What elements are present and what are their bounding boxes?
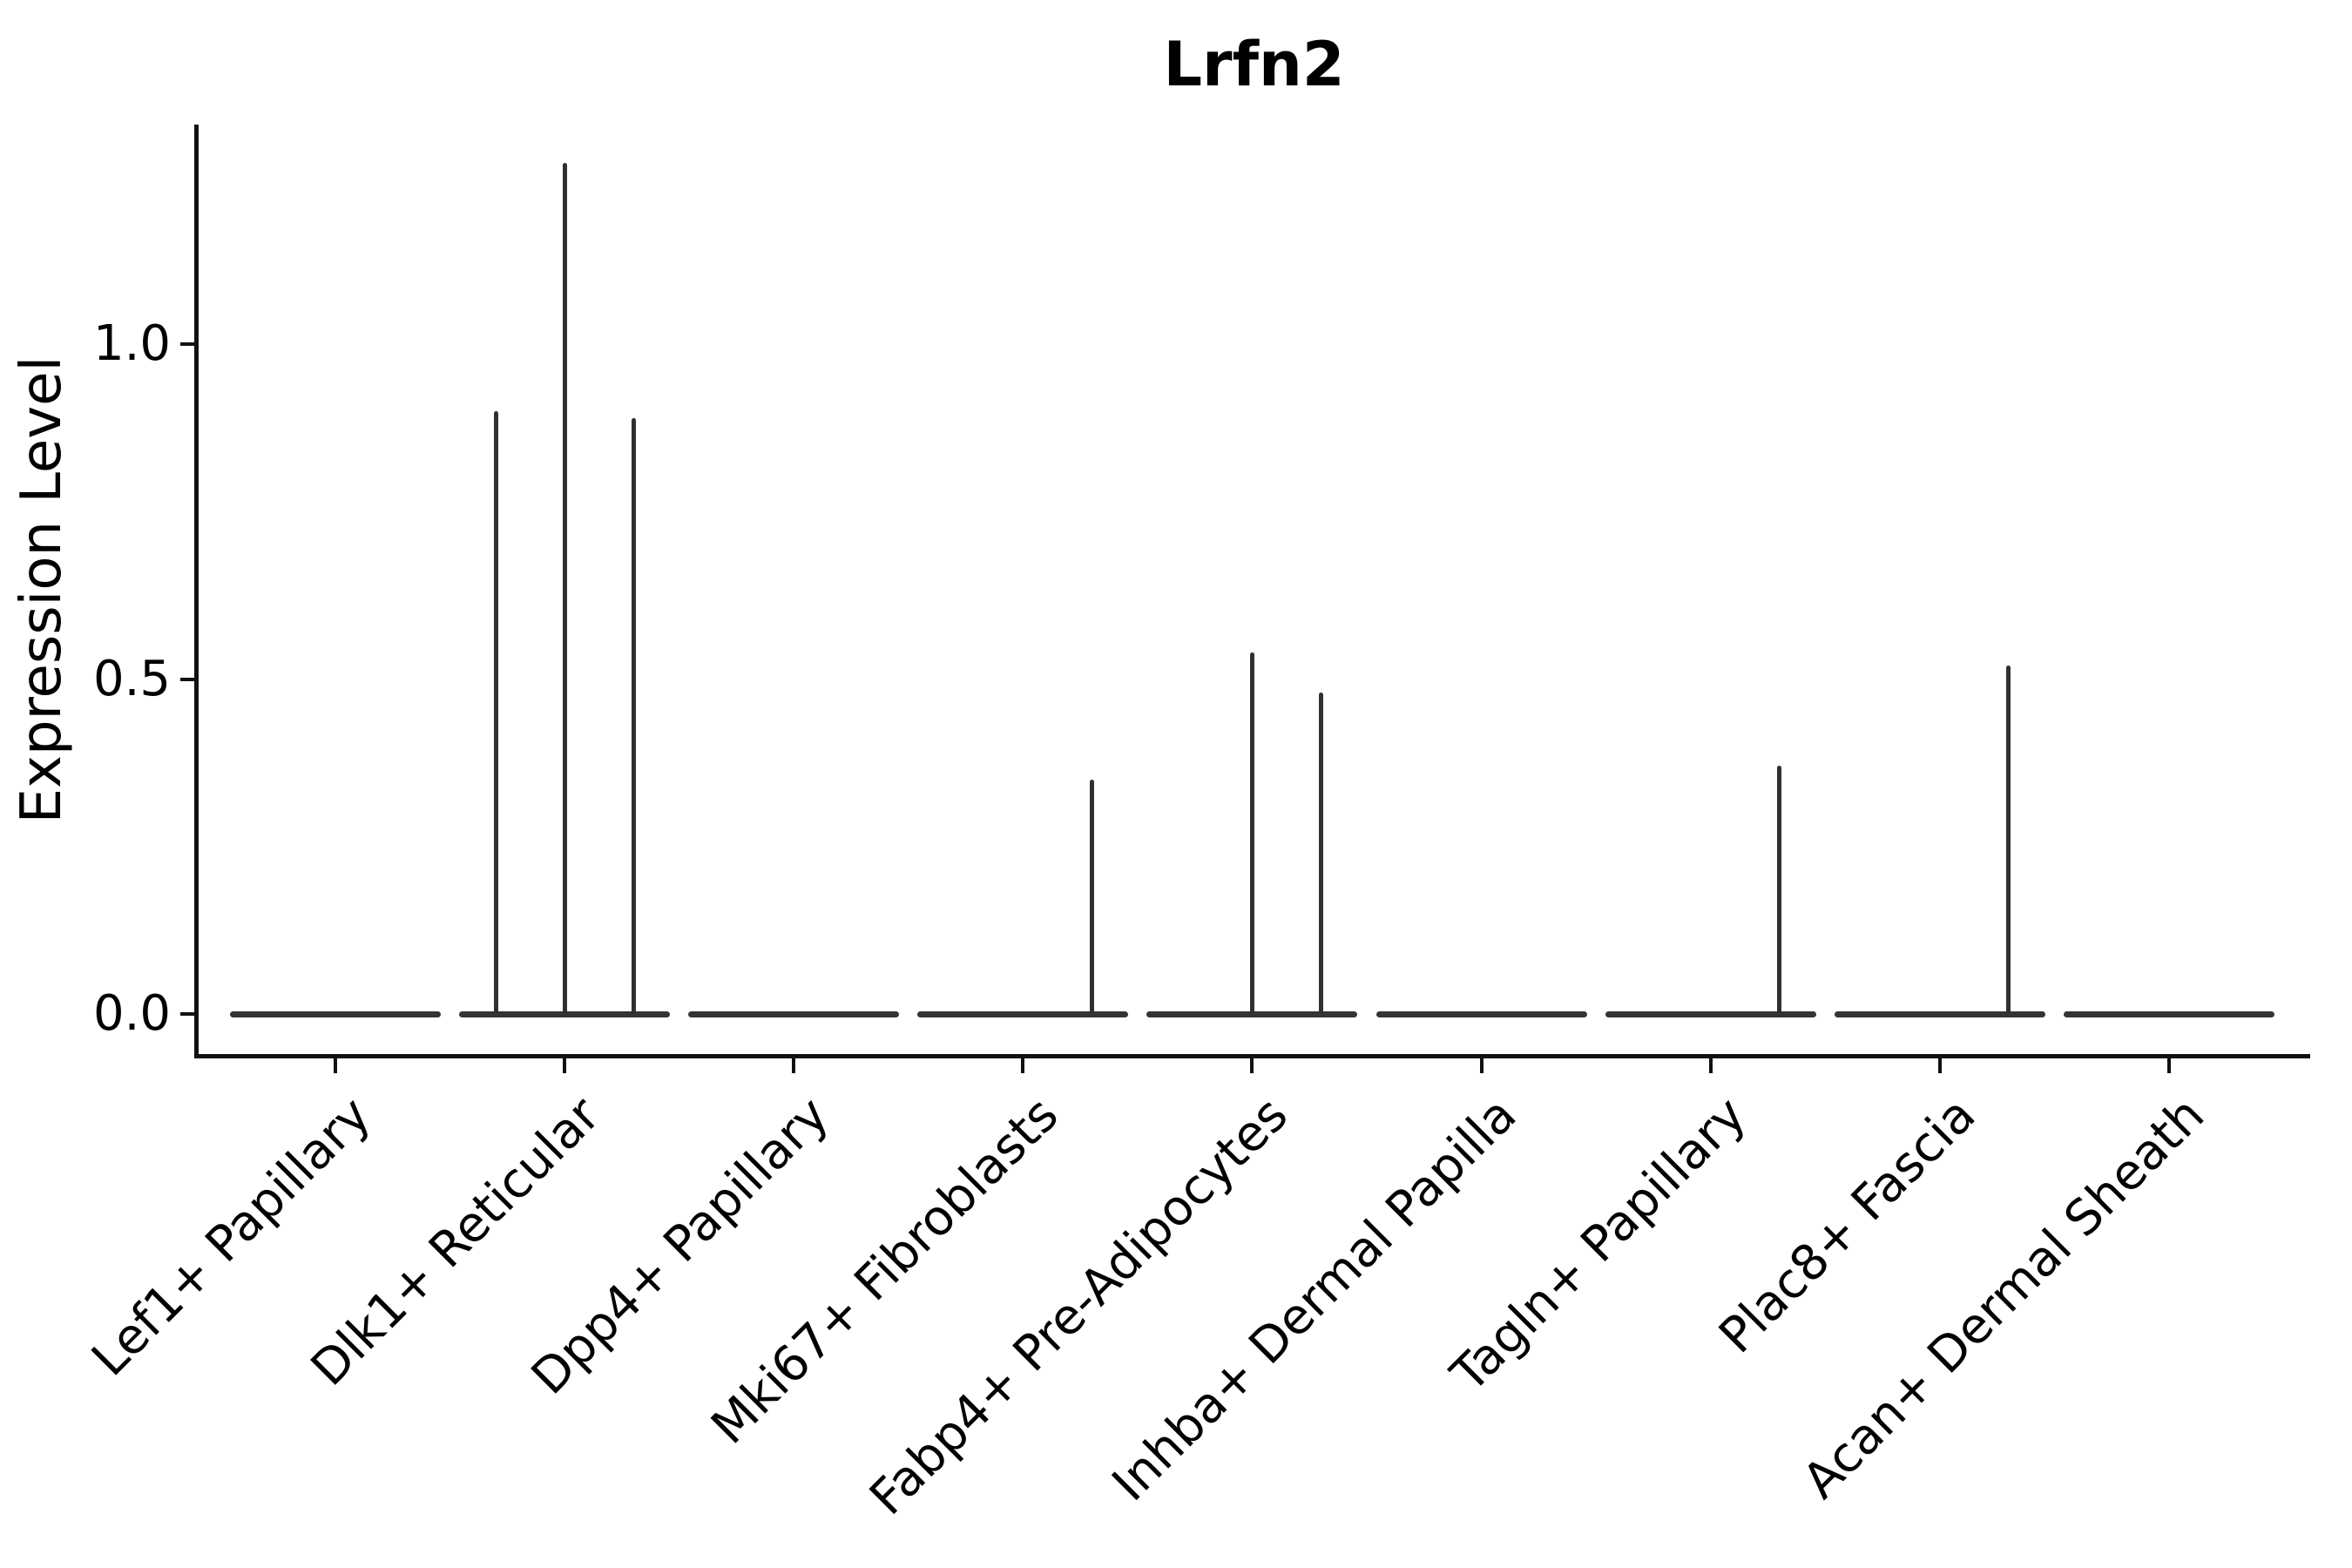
violin-spike (1249, 652, 1254, 1014)
y-tick (180, 1012, 194, 1016)
x-tick-label: Inhba+ Dermal Papilla (1102, 1086, 1528, 1512)
violin-spike (562, 163, 567, 1014)
violin-spike (2006, 666, 2011, 1014)
x-axis-spine (194, 1054, 2310, 1058)
x-tick (1250, 1058, 1254, 1073)
y-axis-spine (194, 125, 199, 1058)
x-tick (2166, 1058, 2171, 1073)
y-tick-label: 0.0 (92, 985, 171, 1042)
violin-baseline (1375, 1010, 1587, 1017)
x-tick (792, 1058, 796, 1073)
x-tick (563, 1058, 567, 1073)
violin-baseline (917, 1010, 1129, 1017)
x-tick (1021, 1058, 1025, 1073)
chart-title: Lrfn2 (1163, 29, 1345, 100)
x-tick (334, 1058, 337, 1073)
violin-baseline (1605, 1010, 1816, 1017)
violin-spike (631, 417, 636, 1014)
violin-spike (1089, 779, 1094, 1014)
violin-spike (1777, 766, 1782, 1014)
violin-baseline (2063, 1010, 2274, 1017)
violin-spike (493, 410, 498, 1014)
violin-baseline (688, 1010, 900, 1017)
y-axis-label: Expression Level (10, 355, 74, 824)
x-tick-label: Fabp4+ Pre-Adipocytes (859, 1086, 1299, 1526)
violin-baseline (1146, 1010, 1358, 1017)
y-tick-label: 0.5 (92, 650, 171, 707)
violin-baseline (1834, 1010, 2045, 1017)
x-tick-label: Acan+ Dermal Sheath (1792, 1086, 2216, 1510)
y-tick-label: 1.0 (92, 315, 171, 372)
y-tick (180, 342, 194, 346)
x-tick (1708, 1058, 1713, 1073)
y-tick (180, 677, 194, 681)
x-tick (1937, 1058, 1942, 1073)
x-tick (1479, 1058, 1484, 1073)
violin-baseline (230, 1010, 441, 1017)
violin-spike (1318, 692, 1323, 1014)
violin-baseline (459, 1010, 671, 1017)
